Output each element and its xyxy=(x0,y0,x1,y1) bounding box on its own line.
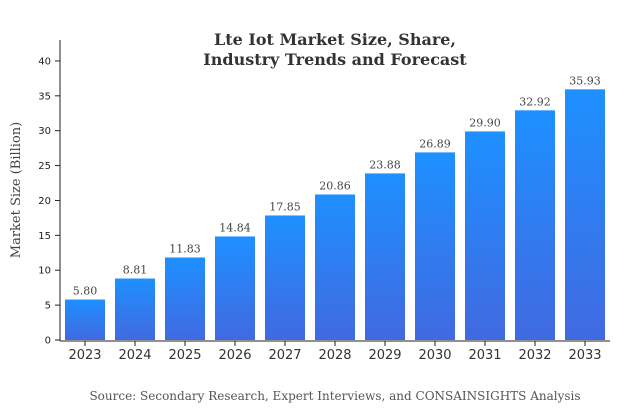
source-note: Source: Secondary Research, Expert Inter… xyxy=(89,389,580,403)
bar-2023 xyxy=(65,299,105,340)
bar-series xyxy=(65,89,605,340)
bar-2030 xyxy=(415,152,455,340)
data-labels: 5.80 8.81 11.83 14.84 17.85 20.86 23.88 26.89 29… xyxy=(73,74,601,297)
bar-2024 xyxy=(115,278,155,340)
data-label-2027: 17.85 xyxy=(269,200,301,213)
y-tick-label: 15 xyxy=(38,231,51,242)
y-axis-ticks: 0 5 10 15 20 25 30 35 40 xyxy=(38,56,60,347)
x-tick-label-2027: 2027 xyxy=(268,348,301,363)
x-tick-label-2032: 2032 xyxy=(518,348,551,363)
x-axis-ticks: 2023 2024 2025 2026 2027 2028 2029 2030 2031 2032… xyxy=(68,341,602,363)
data-label-2026: 14.84 xyxy=(219,221,251,234)
y-tick-label: 0 xyxy=(45,336,51,347)
bar-2025 xyxy=(165,257,205,340)
x-tick-label-2024: 2024 xyxy=(118,348,151,363)
chart-title-line-2: Industry Trends and Forecast xyxy=(203,50,467,69)
data-label-2031: 29.90 xyxy=(469,116,501,129)
bar-2032 xyxy=(515,110,555,340)
data-label-2029: 23.88 xyxy=(369,158,401,171)
data-label-2032: 32.92 xyxy=(519,95,551,108)
x-tick-label-2028: 2028 xyxy=(318,348,351,363)
y-axis-label: Market Size (Billion) xyxy=(9,122,24,258)
x-tick-label-2026: 2026 xyxy=(218,348,251,363)
x-tick-label-2033: 2033 xyxy=(568,348,601,363)
y-tick-label: 5 xyxy=(45,301,51,312)
x-tick-label-2029: 2029 xyxy=(368,348,401,363)
bar-2027 xyxy=(265,215,305,340)
bar-2029 xyxy=(365,173,405,340)
data-label-2030: 26.89 xyxy=(419,137,451,150)
y-tick-label: 20 xyxy=(38,196,51,207)
data-label-2028: 20.86 xyxy=(319,179,351,192)
x-tick-label-2031: 2031 xyxy=(468,348,501,363)
data-label-2025: 11.83 xyxy=(169,242,201,255)
y-tick-label: 10 xyxy=(38,266,51,277)
y-tick-label: 25 xyxy=(38,161,51,172)
data-label-2024: 8.81 xyxy=(123,264,148,277)
y-tick-label: 35 xyxy=(38,91,51,102)
data-label-2033: 35.93 xyxy=(569,74,601,87)
bar-2033 xyxy=(565,89,605,340)
data-label-2023: 5.80 xyxy=(73,285,98,298)
bar-2026 xyxy=(215,236,255,340)
bar-2028 xyxy=(315,194,355,340)
x-tick-label-2030: 2030 xyxy=(418,348,451,363)
chart-title-line-1: Lte Iot Market Size, Share, xyxy=(214,30,456,49)
bar-2031 xyxy=(465,131,505,340)
x-tick-label-2023: 2023 xyxy=(68,348,101,363)
x-tick-label-2025: 2025 xyxy=(168,348,201,363)
y-tick-label: 30 xyxy=(38,126,51,137)
y-tick-label: 40 xyxy=(38,56,51,67)
